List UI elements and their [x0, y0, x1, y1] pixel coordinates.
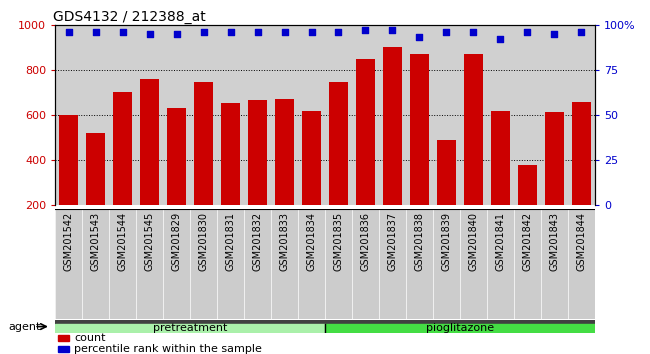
- Bar: [136, 209, 163, 319]
- Bar: [55, 320, 595, 324]
- Point: [118, 29, 128, 35]
- Text: GSM201841: GSM201841: [495, 212, 505, 271]
- Text: GSM201543: GSM201543: [91, 212, 101, 271]
- Bar: [383, 47, 402, 205]
- Bar: [113, 92, 132, 205]
- Point: [226, 29, 236, 35]
- Text: GSM201842: GSM201842: [523, 212, 532, 271]
- Bar: [82, 209, 109, 319]
- Bar: [433, 209, 460, 319]
- Bar: [86, 133, 105, 205]
- Text: GSM201831: GSM201831: [226, 212, 235, 271]
- Bar: [406, 209, 433, 319]
- Bar: [329, 82, 348, 205]
- Bar: [194, 82, 213, 205]
- Bar: [410, 54, 429, 205]
- Bar: [59, 115, 78, 205]
- Bar: [248, 101, 267, 205]
- Text: pretreatment: pretreatment: [153, 324, 228, 333]
- Point: [306, 29, 317, 35]
- Bar: [140, 79, 159, 205]
- Point: [576, 29, 586, 35]
- Bar: [491, 110, 510, 205]
- Text: GSM201830: GSM201830: [199, 212, 209, 271]
- Bar: [514, 209, 541, 319]
- Point: [144, 31, 155, 37]
- Bar: [460, 209, 487, 319]
- Text: GSM201829: GSM201829: [172, 212, 181, 271]
- Point: [495, 36, 506, 42]
- Text: GSM201837: GSM201837: [387, 212, 397, 271]
- Bar: [541, 209, 568, 319]
- Bar: [55, 324, 325, 333]
- Point: [172, 31, 182, 37]
- Bar: [167, 108, 186, 205]
- Bar: [58, 346, 69, 352]
- Bar: [221, 103, 240, 205]
- Bar: [352, 209, 379, 319]
- Text: GSM201833: GSM201833: [280, 212, 289, 271]
- Point: [414, 35, 424, 40]
- Bar: [190, 209, 217, 319]
- Text: GSM201542: GSM201542: [64, 212, 73, 272]
- Point: [468, 29, 478, 35]
- Bar: [356, 59, 375, 205]
- Bar: [163, 209, 190, 319]
- Bar: [464, 54, 483, 205]
- Bar: [217, 209, 244, 319]
- Point: [549, 31, 560, 37]
- Text: GDS4132 / 212388_at: GDS4132 / 212388_at: [53, 10, 205, 24]
- Bar: [325, 209, 352, 319]
- Bar: [109, 209, 136, 319]
- Bar: [271, 209, 298, 319]
- Text: GSM201835: GSM201835: [333, 212, 343, 271]
- Bar: [275, 99, 294, 205]
- Point: [198, 29, 209, 35]
- Point: [360, 27, 370, 33]
- Text: GSM201843: GSM201843: [549, 212, 559, 271]
- Bar: [487, 209, 514, 319]
- Text: GSM201838: GSM201838: [415, 212, 424, 271]
- Bar: [518, 165, 537, 205]
- Text: GSM201544: GSM201544: [118, 212, 127, 271]
- Bar: [298, 209, 325, 319]
- Bar: [58, 335, 69, 341]
- Bar: [545, 112, 564, 205]
- Bar: [437, 140, 456, 205]
- Point: [522, 29, 532, 35]
- Point: [64, 29, 74, 35]
- Bar: [379, 209, 406, 319]
- Bar: [572, 102, 591, 205]
- Point: [441, 29, 452, 35]
- Text: percentile rank within the sample: percentile rank within the sample: [74, 344, 262, 354]
- Point: [333, 29, 344, 35]
- Text: agent: agent: [8, 321, 41, 332]
- Bar: [302, 110, 321, 205]
- Text: GSM201545: GSM201545: [145, 212, 155, 272]
- Bar: [244, 209, 271, 319]
- Text: GSM201836: GSM201836: [361, 212, 370, 271]
- Point: [252, 29, 263, 35]
- Text: GSM201834: GSM201834: [307, 212, 317, 271]
- Text: GSM201839: GSM201839: [441, 212, 451, 271]
- Point: [90, 29, 101, 35]
- Text: GSM201844: GSM201844: [577, 212, 586, 271]
- Point: [280, 29, 290, 35]
- Text: count: count: [74, 333, 106, 343]
- Bar: [568, 209, 595, 319]
- Bar: [325, 324, 595, 333]
- Text: GSM201840: GSM201840: [469, 212, 478, 271]
- Point: [387, 27, 398, 33]
- Bar: [55, 209, 83, 319]
- Text: pioglitazone: pioglitazone: [426, 324, 494, 333]
- Text: GSM201832: GSM201832: [253, 212, 263, 271]
